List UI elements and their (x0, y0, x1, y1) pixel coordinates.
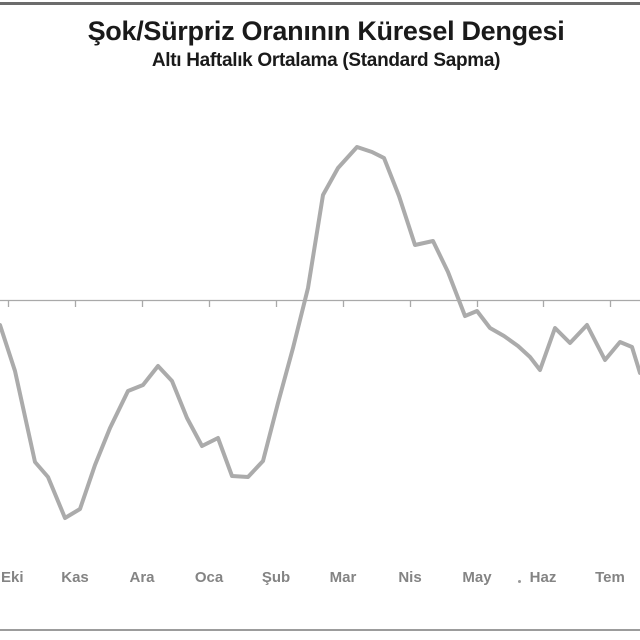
bottom-border-line (0, 629, 640, 631)
x-axis-label-3: Oca (194, 569, 224, 586)
x-axis-label-9: Tem (595, 569, 625, 586)
x-axis-label-8: Haz (529, 569, 557, 586)
x-axis-label-6: Nis (398, 569, 422, 586)
chart-subtitle: Altı Haftalık Ortalama (Standard Sapma) (151, 50, 501, 71)
x-axis-label-2: Ara (129, 569, 155, 586)
x-axis-label-5: Mar (329, 569, 357, 586)
series-line (0, 145, 640, 520)
x-axis-label-4: Şub (261, 569, 291, 586)
x-axis-label-1: Kas (61, 569, 89, 586)
chart-title: Şok/Sürpriz Oranının Küresel Dengesi (87, 16, 565, 46)
x-axis-label-7: May (462, 569, 492, 586)
x-axis-labels-row: Eki Kas Ara Oca Şub Mar Nis May Haz Tem (0, 569, 640, 591)
top-border-line (0, 2, 640, 5)
stray-dot-artifact (518, 580, 521, 583)
x-axis-label-0: Eki (1, 569, 24, 586)
